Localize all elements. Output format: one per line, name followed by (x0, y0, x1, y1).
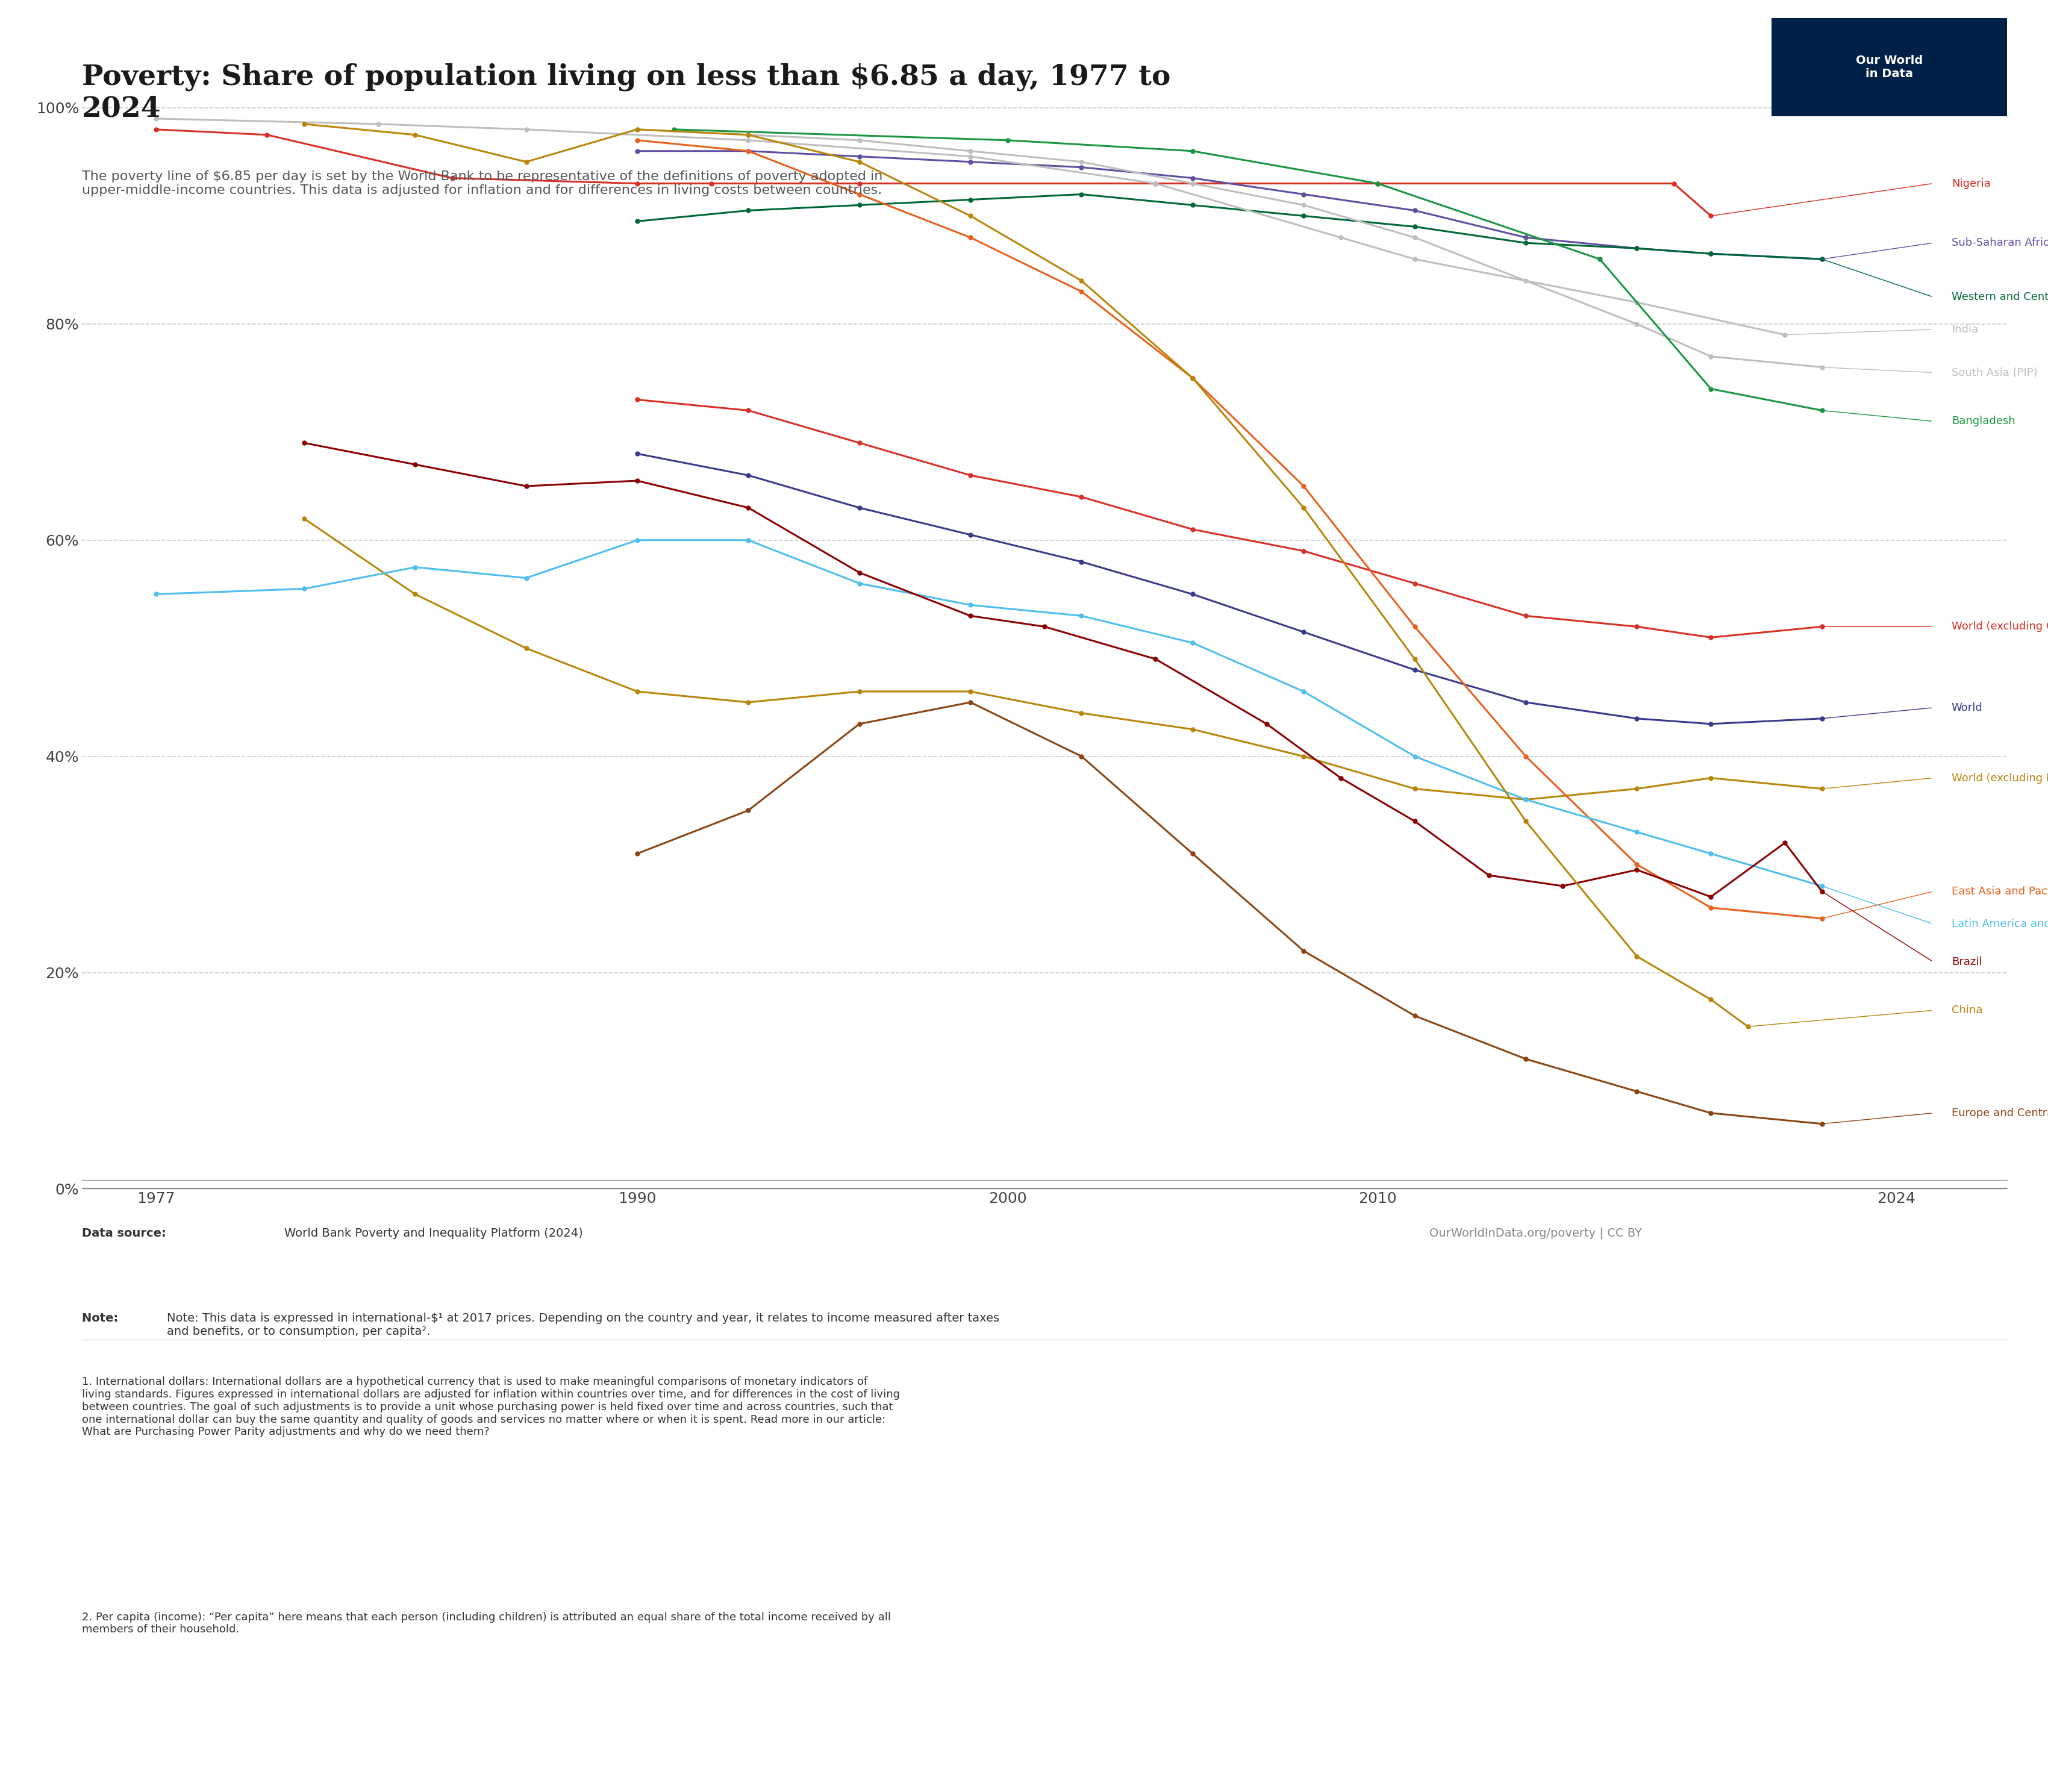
Text: China: China (1952, 1005, 1982, 1016)
Text: Western and Central Africa (PIP): Western and Central Africa (PIP) (1952, 292, 2048, 303)
Text: Latin America and the Caribbean (PIP): Latin America and the Caribbean (PIP) (1952, 919, 2048, 930)
Text: World: World (1952, 702, 1982, 713)
Text: Nigeria: Nigeria (1952, 177, 1991, 188)
Text: Poverty: Share of population living on less than $6.85 a day, 1977 to
2024: Poverty: Share of population living on l… (82, 63, 1171, 124)
Text: The poverty line of $6.85 per day is set by the World Bank to be representative : The poverty line of $6.85 per day is set… (82, 170, 883, 197)
Text: World (excluding India): World (excluding India) (1952, 772, 2048, 783)
Text: Note:: Note: (82, 1312, 123, 1324)
Text: Brazil: Brazil (1952, 957, 1982, 968)
Text: Europe and Central Asia (PIP): Europe and Central Asia (PIP) (1952, 1107, 2048, 1118)
Text: Bangladesh: Bangladesh (1952, 416, 2015, 426)
Text: Sub-Saharan Africa (PIP): Sub-Saharan Africa (PIP) (1952, 238, 2048, 249)
Text: Note: This data is expressed in international-$¹ at 2017 prices. Depending on th: Note: This data is expressed in internat… (166, 1312, 999, 1337)
Text: Our World
in Data: Our World in Data (1855, 56, 1923, 79)
Text: East Asia and Pacific (PIP): East Asia and Pacific (PIP) (1952, 885, 2048, 896)
Text: World (excluding China): World (excluding China) (1952, 622, 2048, 633)
Text: 2. Per capita (income): “Per capita” here means that each person (including chil: 2. Per capita (income): “Per capita” her… (82, 1611, 891, 1634)
Text: OurWorldInData.org/poverty | CC BY: OurWorldInData.org/poverty | CC BY (1430, 1228, 1642, 1238)
Text: India: India (1952, 324, 1978, 335)
Text: South Asia (PIP): South Asia (PIP) (1952, 367, 2038, 378)
Text: World Bank Poverty and Inequality Platform (2024): World Bank Poverty and Inequality Platfo… (285, 1228, 584, 1238)
Text: 1. International dollars: International dollars are a hypothetical currency that: 1. International dollars: International … (82, 1376, 899, 1437)
Text: Data source:: Data source: (82, 1228, 170, 1238)
